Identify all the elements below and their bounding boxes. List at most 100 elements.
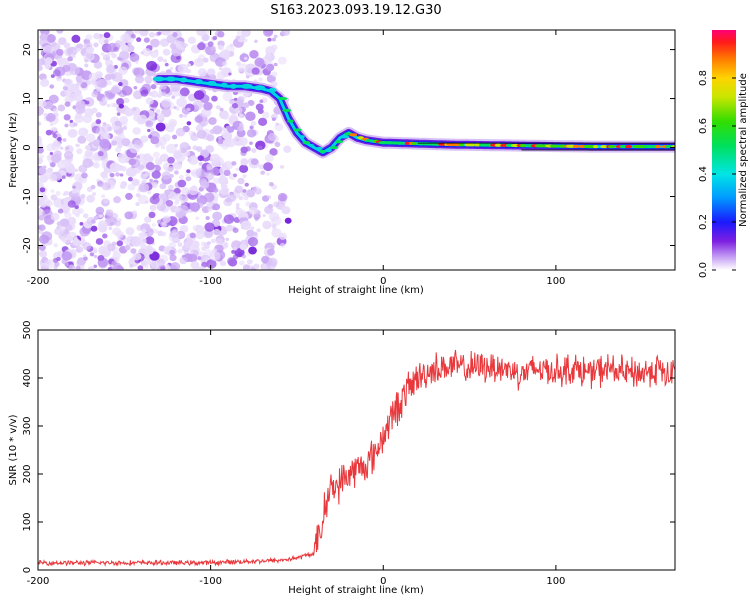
heatmap-noise-speckle: [161, 91, 167, 97]
heatmap-noise-speckle: [181, 187, 190, 196]
heatmap-noise-speckle: [76, 48, 81, 52]
heatmap-noise-speckle: [182, 109, 186, 113]
heatmap-noise-speckle: [206, 134, 215, 142]
heatmap-noise-speckle: [71, 189, 77, 194]
heatmap-noise-speckle: [38, 58, 45, 66]
heatmap-noise-speckle: [166, 124, 175, 133]
heatmap-noise-speckle: [66, 231, 78, 241]
heatmap-noise-speckle: [71, 34, 81, 43]
heatmap-noise-speckle: [123, 97, 130, 104]
heatmap-noise-speckle: [231, 249, 236, 254]
heatmap-noise-speckle: [149, 178, 154, 183]
heatmap-noise-speckle: [106, 80, 112, 86]
heatmap-noise-speckle: [237, 125, 244, 132]
heatmap-noise-speckle: [209, 153, 221, 164]
heatmap-noise-speckle: [191, 168, 202, 178]
heatmap-noise-speckle: [85, 34, 93, 41]
heatmap-noise-speckle: [62, 159, 67, 164]
heatmap-noise-speckle: [72, 238, 81, 246]
heatmap-noise-speckle: [199, 195, 204, 199]
heatmap-noise-speckle: [188, 253, 198, 263]
heatmap-noise-speckle: [108, 226, 113, 231]
heatmap-noise-speckle: [52, 133, 58, 139]
heatmap-noise-speckle: [170, 262, 181, 270]
heatmap-noise-speckle: [46, 34, 56, 43]
heatmap-noise-speckle: [103, 32, 111, 39]
heatmap-noise-speckle: [89, 252, 95, 257]
heatmap-noise-speckle: [197, 256, 202, 261]
heatmap-noise-speckle: [254, 57, 265, 67]
heatmap-noise-speckle: [148, 211, 156, 219]
heatmap-noise-speckle: [222, 138, 232, 147]
heatmap-noise-speckle: [157, 230, 164, 237]
snr-y-axis-label: SNR (10 * v/v): [8, 414, 19, 485]
heatmap-noise-speckle: [245, 75, 250, 79]
heatmap-noise-speckle: [56, 256, 61, 262]
heatmap-x-tick-label: -200: [27, 276, 50, 287]
heatmap-noise-speckle: [81, 172, 88, 179]
heatmap-noise-speckle: [217, 31, 225, 38]
heatmap-x-tick-label: 0: [380, 276, 386, 287]
heatmap-noise-speckle: [243, 56, 248, 61]
heatmap-noise-speckle: [43, 112, 48, 117]
heatmap-noise-speckle: [120, 165, 127, 172]
heatmap-noise-speckle: [215, 238, 224, 246]
heatmap-noise-speckle: [239, 122, 244, 127]
heatmap-ridge-blob: [194, 79, 203, 85]
heatmap-noise-speckle: [124, 244, 131, 251]
heatmap-noise-speckle: [150, 127, 154, 132]
heatmap-noise-speckle: [144, 75, 153, 84]
heatmap-noise-speckle: [39, 33, 48, 41]
heatmap-noise-speckle: [175, 152, 186, 162]
heatmap-noise: [38, 30, 292, 270]
heatmap-noise-speckle: [191, 240, 200, 249]
heatmap-noise-speckle: [180, 147, 187, 154]
heatmap-noise-speckle: [150, 260, 160, 269]
heatmap-noise-speckle: [264, 205, 273, 214]
heatmap-noise-speckle: [150, 90, 159, 98]
heatmap-noise-speckle: [177, 63, 189, 74]
heatmap-noise-speckle: [133, 30, 142, 34]
heatmap-noise-speckle: [90, 79, 96, 85]
heatmap-noise-speckle: [73, 122, 78, 127]
heatmap-noise-speckle: [273, 62, 278, 67]
heatmap-noise-speckle: [76, 148, 83, 155]
heatmap-noise-speckle: [199, 178, 208, 185]
heatmap-noise-speckle: [259, 99, 264, 104]
heatmap-noise-speckle: [129, 263, 134, 268]
heatmap-noise-speckle: [266, 260, 277, 270]
heatmap-noise-speckle: [121, 138, 131, 147]
heatmap-ridge: [152, 73, 675, 159]
heatmap-noise-speckle: [197, 68, 207, 77]
heatmap-noise-speckle: [240, 146, 248, 154]
heatmap-noise-speckle: [39, 174, 48, 183]
heatmap-noise-speckle: [163, 30, 174, 35]
heatmap-noise-speckle: [67, 128, 78, 138]
heatmap-noise-speckle: [79, 226, 91, 237]
heatmap-ridge-blob: [277, 96, 288, 101]
heatmap-noise-speckle: [104, 90, 109, 95]
heatmap-noise-speckle: [141, 48, 152, 57]
heatmap-noise-speckle: [231, 240, 242, 251]
heatmap-noise-speckle: [210, 238, 216, 244]
heatmap-noise-speckle: [45, 199, 53, 207]
heatmap-noise-speckle: [38, 166, 47, 175]
heatmap-noise-speckle: [206, 163, 214, 170]
heatmap-noise-speckle: [166, 143, 177, 154]
heatmap-noise-speckle: [140, 243, 147, 249]
heatmap-noise-speckle: [267, 37, 272, 42]
heatmap-noise-speckle: [135, 192, 141, 198]
heatmap-y-tick-label: -10: [22, 188, 33, 204]
heatmap-noise-speckle: [236, 129, 246, 138]
heatmap-noise-speckle: [82, 242, 92, 251]
heatmap-noise-speckle: [209, 251, 221, 261]
heatmap-noise-speckle: [146, 60, 158, 71]
heatmap-noise-speckle: [167, 165, 174, 172]
heatmap-noise-speckle: [242, 189, 247, 193]
heatmap-noise-speckle: [115, 230, 124, 239]
heatmap-ridge-blob: [308, 143, 315, 148]
heatmap-noise-speckle: [185, 69, 191, 74]
heatmap-noise-speckle: [236, 31, 242, 35]
heatmap-noise-speckle: [52, 69, 61, 77]
heatmap-noise-speckle: [64, 101, 71, 107]
